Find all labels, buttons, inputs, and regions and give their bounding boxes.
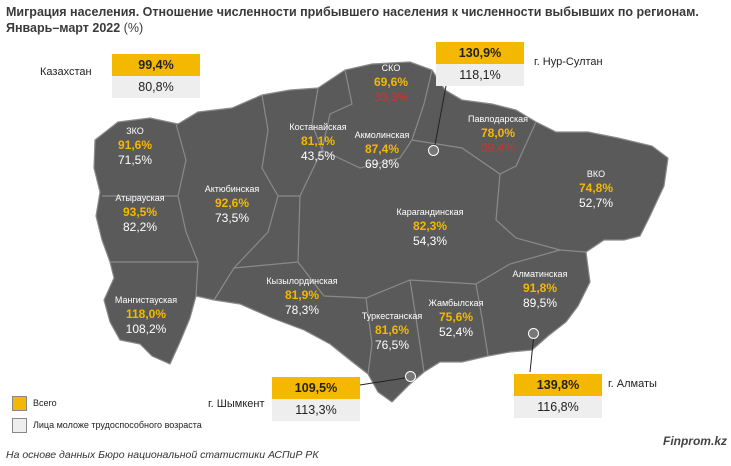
almaty-working-age: 116,8% [514,396,602,418]
nur-sultan-marker-icon [428,145,439,156]
brand-logo: Finprom.kz [662,434,727,448]
subtitle-text: Январь–март 2022 [6,21,121,35]
region-almaty: Алматинская 91,8% 89,5% [513,268,568,311]
region-working-age: 54,3% [412,234,448,248]
shymkent-label: г. Шымкент [208,398,265,410]
region-total: 81,9% [284,288,320,302]
region-atyrau: Атырауская 93,5% 82,2% [115,192,164,235]
region-zhambyl: Жамбылская 75,6% 52,4% [429,297,484,340]
nur-sultan-total: 130,9% [436,42,524,64]
callout-lines [359,85,535,386]
region-working-age: 52,4% [438,325,474,339]
legend-swatch-total [12,396,27,411]
region-total: 91,8% [522,281,558,295]
region-working-age: 73,5% [214,211,250,225]
region-working-age: 82,2% [122,220,158,234]
region-aktobe: Актюбинская 92,6% 73,5% [205,183,260,226]
region-working-age: 78,3% [284,303,320,317]
country-label: Казахстан [40,66,92,78]
region-total: 74,8% [578,181,614,195]
region-total: 75,6% [438,310,474,324]
almaty-total: 139,8% [514,374,602,396]
region-total: 118,0% [125,307,167,321]
region-name: Костанайская [289,122,347,132]
region-zko: ЗКО 91,6% 71,5% [118,125,152,168]
region-working-age: 89,5% [522,296,558,310]
chart-title: Миграция населения. Отношение численност… [6,4,726,36]
region-borders [102,69,587,375]
region-total: 81,6% [374,323,410,337]
region-working-age: 39,4% [480,141,516,155]
legend-total: Всего [12,396,57,411]
region-total: 93,5% [122,205,158,219]
region-akmola: Акмолинская 87,4% 69,8% [355,129,410,172]
region-total: 91,6% [117,138,153,152]
region-name: ЗКО [126,126,144,136]
region-name: СКО [381,63,401,73]
region-vko: ВКО 74,8% 52,7% [579,168,613,211]
nur-sultan-working-age: 118,1% [436,64,524,86]
nur-sultan-label: г. Нур-Султан [534,56,603,68]
region-total: 92,6% [214,196,250,210]
region-working-age: 69,8% [364,157,400,171]
country-total: 99,4% [112,54,200,76]
region-working-age: 52,7% [578,196,614,210]
nur-sultan-box: 130,9% 118,1% [436,42,524,86]
shymkent-marker-icon [405,371,416,382]
source-note: На основе данных Бюро национальной стати… [6,449,319,461]
region-name: Кызылординская [266,276,338,286]
region-working-age: 108,2% [125,322,167,336]
legend-working-age: Лица моложе трудоспособного возраста [12,418,202,433]
legend-working-age-label: Лица моложе трудоспособного возраста [33,419,202,430]
region-total: 82,3% [412,219,448,233]
region-turkestan: Туркестанская 81,6% 76,5% [362,310,422,353]
region-name: Жамбылская [428,298,484,308]
almaty-box: 139,8% 116,8% [514,374,602,418]
region-sko: СКО 69,6% 30,3% [374,62,408,105]
region-total: 81,1% [300,134,336,148]
shymkent-working-age: 113,3% [272,399,360,421]
region-working-age: 71,5% [117,153,153,167]
shymkent-total: 109,5% [272,377,360,399]
region-name: Карагандинская [396,207,464,217]
region-name: ВКО [586,169,606,179]
region-name: Павлодарская [468,114,528,124]
title-text: Миграция населения. Отношение численност… [6,5,699,19]
region-name: Атырауская [115,193,165,203]
region-total: 69,6% [373,75,409,89]
region-name: Акмолинская [354,130,410,140]
shymkent-box: 109,5% 113,3% [272,377,360,421]
region-name: Алматинская [512,269,568,279]
region-pavlodar: Павлодарская 78,0% 39,4% [468,113,528,156]
region-name: Актюбинская [204,184,260,194]
country-working-age: 80,8% [112,76,200,98]
almaty-marker-icon [528,328,539,339]
region-mangistau: Мангистауская 118,0% 108,2% [115,294,177,337]
region-working-age: 76,5% [374,338,410,352]
unit-text: (%) [123,21,144,35]
legend-swatch-working-age [12,418,27,433]
region-karaganda: Карагандинская 82,3% 54,3% [396,206,463,249]
region-total: 87,4% [364,142,400,156]
region-working-age: 30,3% [373,90,409,104]
region-name: Мангистауская [114,295,178,305]
region-kyzylorda: Кызылординская 81,9% 78,3% [266,275,337,318]
almaty-label: г. Алматы [608,378,657,390]
region-working-age: 43,5% [300,149,336,163]
legend-total-label: Всего [33,397,57,408]
region-name: Туркестанская [361,311,423,321]
country-box: 99,4% 80,8% [112,54,200,98]
region-kostanay: Костанайская 81,1% 43,5% [289,121,346,164]
region-total: 78,0% [480,126,516,140]
